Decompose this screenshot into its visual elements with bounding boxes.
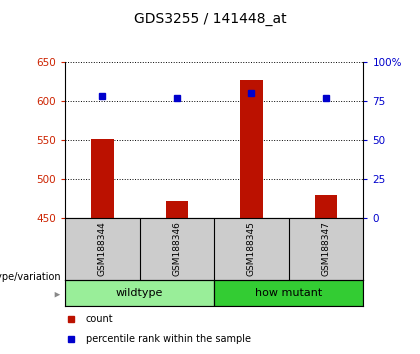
Text: GDS3255 / 141448_at: GDS3255 / 141448_at xyxy=(134,12,286,27)
Text: genotype/variation: genotype/variation xyxy=(0,272,61,282)
Bar xyxy=(240,80,262,218)
Text: how mutant: how mutant xyxy=(255,288,323,298)
Bar xyxy=(214,280,363,306)
Text: GSM188344: GSM188344 xyxy=(98,221,107,276)
Text: GSM188345: GSM188345 xyxy=(247,221,256,276)
Bar xyxy=(91,139,113,218)
Bar xyxy=(315,195,337,218)
Text: GSM188347: GSM188347 xyxy=(322,221,331,276)
Text: wildtype: wildtype xyxy=(116,288,163,298)
Bar xyxy=(65,280,214,306)
Text: GSM188346: GSM188346 xyxy=(173,221,181,276)
Text: count: count xyxy=(86,314,113,324)
Bar xyxy=(166,201,188,218)
Text: percentile rank within the sample: percentile rank within the sample xyxy=(86,334,251,344)
